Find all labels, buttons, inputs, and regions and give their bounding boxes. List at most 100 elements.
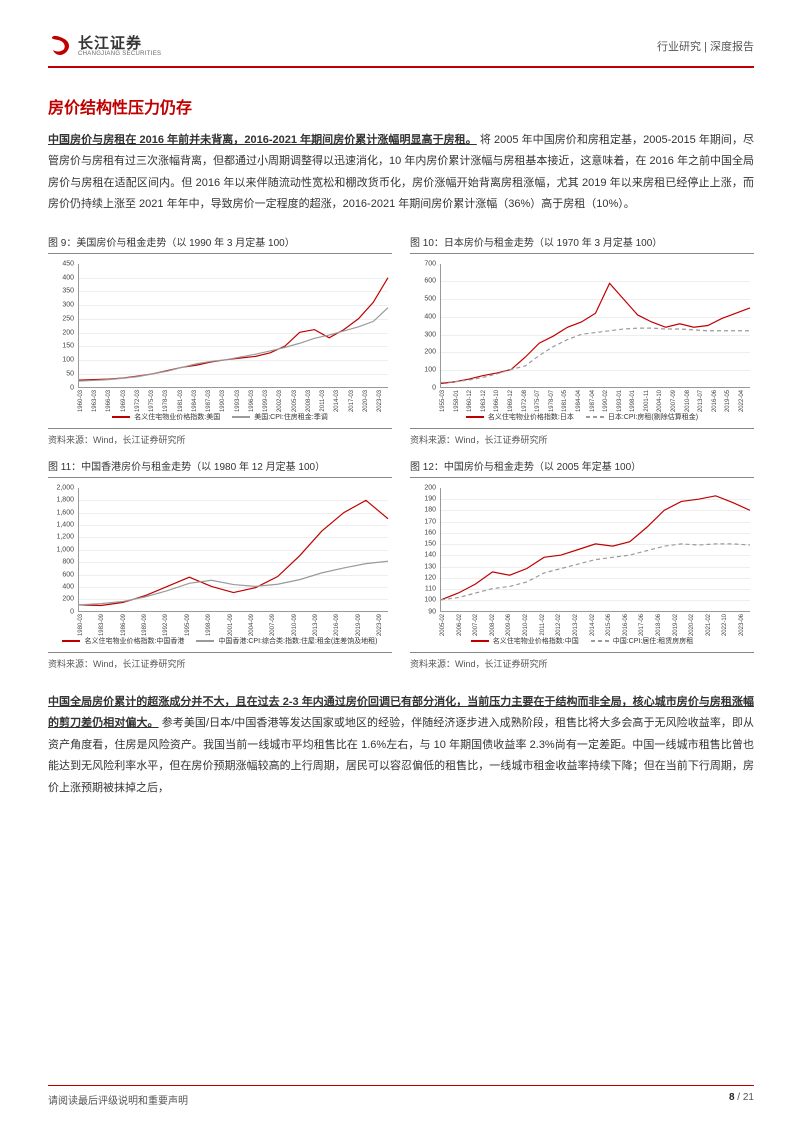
x-tick-label: 2021-02 (706, 614, 712, 636)
y-tick-label: 0 (48, 608, 74, 615)
y-tick-label: 400 (48, 583, 74, 590)
x-tick-label: 2006-02 (457, 614, 463, 636)
x-tick-label: 1996-03 (249, 390, 255, 412)
company-logo: 长江证券 CHANGJIANG SECURITIES (48, 34, 161, 58)
chart-title: 图 11：中国香港房价与租金走势（以 1980 年 12 月定基 100） (48, 458, 392, 478)
x-tick-label: 2013-02 (573, 614, 579, 636)
x-tick-label: 1983-09 (99, 614, 105, 636)
x-tick-label: 1960-12 (467, 390, 473, 412)
y-tick-label: 600 (48, 571, 74, 578)
y-tick-label: 190 (410, 496, 436, 503)
x-tick-label: 1986-09 (121, 614, 127, 636)
x-tick-label: 2007-02 (473, 614, 479, 636)
y-tick-label: 400 (48, 274, 74, 281)
y-tick-label: 140 (410, 552, 436, 559)
y-tick-label: 700 (410, 260, 436, 267)
x-tick-label: 2009-06 (506, 614, 512, 636)
footer-disclaimer: 请阅读最后评级说明和重要声明 (48, 1092, 188, 1107)
x-tick-label: 2010-08 (685, 390, 691, 412)
x-tick-label: 2004-10 (657, 390, 663, 412)
x-tick-label: 1987-04 (590, 390, 596, 412)
y-tick-label: 200 (410, 349, 436, 356)
x-tick-label: 2019-02 (673, 614, 679, 636)
x-tick-label: 2023-09 (377, 614, 383, 636)
x-tick-label: 1980-03 (78, 614, 84, 636)
logo-text-cn: 长江证券 (78, 36, 161, 51)
x-tick-label: 1963-12 (481, 390, 487, 412)
x-tick-label: 2016-09 (334, 614, 340, 636)
chart-legend: 名义住宅物业价格指数:中国中国:CPI:居住:租赁房房租 (410, 636, 754, 646)
y-tick-label: 350 (48, 288, 74, 295)
y-tick-label: 1,800 (48, 497, 74, 504)
y-tick-label: 300 (410, 331, 436, 338)
x-tick-label: 2023-06 (739, 614, 745, 636)
legend-item: 美国:CPI:住房租金:季调 (232, 412, 328, 422)
y-tick-label: 100 (48, 357, 74, 364)
x-tick-label: 1998-09 (206, 614, 212, 636)
chart-legend: 名义住宅物业价格指数:中国香港中国香港:CPI:综合类:指数:住屋:租金(连差饷… (48, 636, 392, 646)
x-tick-label: 2012-02 (556, 614, 562, 636)
y-tick-label: 150 (410, 541, 436, 548)
x-tick-label: 2008-02 (490, 614, 496, 636)
logo-icon (48, 34, 72, 58)
x-tick-label: 1972-08 (522, 390, 528, 412)
chart-source: 资料来源：Wind，长江证券研究所 (410, 652, 754, 670)
x-tick-label: 2010-02 (523, 614, 529, 636)
x-tick-label: 2016-06 (712, 390, 718, 412)
chart-title: 图 9：美国房价与租金走势（以 1990 年 3 月定基 100） (48, 234, 392, 254)
chart-source: 资料来源：Wind，长江证券研究所 (48, 428, 392, 446)
y-tick-label: 200 (48, 596, 74, 603)
x-tick-label: 2020-02 (689, 614, 695, 636)
x-tick-label: 1999-03 (263, 390, 269, 412)
y-tick-label: 100 (410, 367, 436, 374)
x-tick-label: 1978-07 (549, 390, 555, 412)
y-tick-label: 200 (410, 484, 436, 491)
y-tick-label: 2,000 (48, 484, 74, 491)
x-tick-label: 2011-02 (540, 614, 546, 636)
x-tick-label: 1990-02 (603, 390, 609, 412)
x-tick-label: 2005-03 (292, 390, 298, 412)
y-tick-label: 200 (48, 329, 74, 336)
x-tick-label: 1975-07 (535, 390, 541, 412)
x-tick-label: 1981-03 (178, 390, 184, 412)
y-tick-label: 110 (410, 586, 436, 593)
chart-source: 资料来源：Wind，长江证券研究所 (48, 652, 392, 670)
legend-item: 中国香港:CPI:综合类:指数:住屋:租金(连差饷及地租) (196, 636, 377, 646)
x-tick-label: 2002-03 (277, 390, 283, 412)
header-category: 行业研究 | 深度报告 (657, 38, 754, 54)
chart-canvas: 901001101201301401501601701801902002005-… (410, 484, 754, 634)
chart-source: 资料来源：Wind，长江证券研究所 (410, 428, 754, 446)
chart-legend: 名义住宅物业价格指数:美国美国:CPI:住房租金:季调 (48, 412, 392, 422)
y-tick-label: 150 (48, 343, 74, 350)
x-tick-label: 2001-11 (644, 390, 650, 412)
x-tick-label: 2011-03 (320, 390, 326, 412)
paragraph-2: 中国全局房价累计的超涨成分并不大，且在过去 2-3 年内通过房价回调已有部分消化… (48, 692, 754, 799)
x-tick-label: 2019-09 (356, 614, 362, 636)
page-total: 21 (743, 1092, 754, 1103)
y-tick-label: 0 (410, 384, 436, 391)
x-tick-label: 2014-03 (334, 390, 340, 412)
x-tick-label: 1984-03 (192, 390, 198, 412)
y-tick-label: 600 (410, 278, 436, 285)
y-tick-label: 180 (410, 507, 436, 514)
x-tick-label: 2001-09 (228, 614, 234, 636)
y-tick-label: 1,400 (48, 521, 74, 528)
x-tick-label: 1984-04 (576, 390, 582, 412)
paragraph-1: 中国房价与房租在 2016 年前并未背离，2016-2021 年期间房价累计涨幅… (48, 130, 754, 216)
logo-text-en: CHANGJIANG SECURITIES (78, 51, 161, 57)
page-current: 8 (729, 1092, 735, 1103)
section-heading: 房价结构性压力仍存 (48, 94, 754, 118)
legend-item: 名义住宅物业价格指数:中国 (471, 636, 579, 646)
x-tick-label: 2014-02 (590, 614, 596, 636)
x-tick-label: 2022-10 (722, 614, 728, 636)
y-tick-label: 800 (48, 559, 74, 566)
page-footer: 请阅读最后评级说明和重要声明 8 / 21 (48, 1085, 754, 1107)
x-tick-label: 1972-03 (135, 390, 141, 412)
legend-item: 名义住宅物业价格指数:日本 (466, 412, 574, 422)
y-tick-label: 50 (48, 370, 74, 377)
y-tick-label: 1,600 (48, 509, 74, 516)
x-tick-label: 2023-03 (377, 390, 383, 412)
x-tick-label: 2022-04 (739, 390, 745, 412)
x-tick-label: 2015-06 (606, 614, 612, 636)
y-tick-label: 100 (410, 597, 436, 604)
